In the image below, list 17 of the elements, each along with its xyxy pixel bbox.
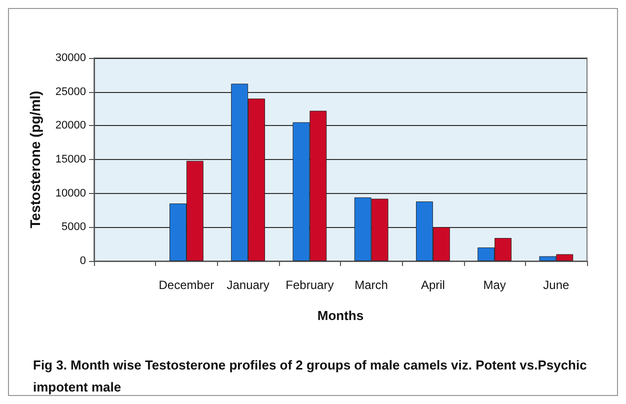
y-tick-label: 25000: [55, 86, 86, 98]
y-tick-label: 30000: [55, 52, 86, 64]
x-axis-title: Months: [317, 308, 364, 323]
x-tick-label: January: [226, 278, 270, 292]
caption: Fig 3. Month wise Testosterone profiles of 2 groups of male camels viz. Potent vs.Psychic impotent male: [33, 358, 590, 394]
x-tick-label: February: [286, 278, 334, 292]
x-tick-label: March: [354, 278, 388, 292]
y-tick-label: 5000: [62, 221, 86, 234]
y-tick-label: 10000: [55, 187, 86, 200]
x-tick-label: June: [543, 278, 570, 292]
x-tick-label: December: [158, 278, 214, 292]
y-tick-label: 0: [80, 255, 86, 267]
x-tick-label: April: [420, 278, 445, 292]
x-tick-label: May: [483, 278, 506, 292]
y-tick-label: 20000: [55, 120, 86, 132]
y-tick-label: 15000: [55, 154, 86, 166]
y-axis-title: Testosterone (pg/ml): [27, 90, 43, 228]
